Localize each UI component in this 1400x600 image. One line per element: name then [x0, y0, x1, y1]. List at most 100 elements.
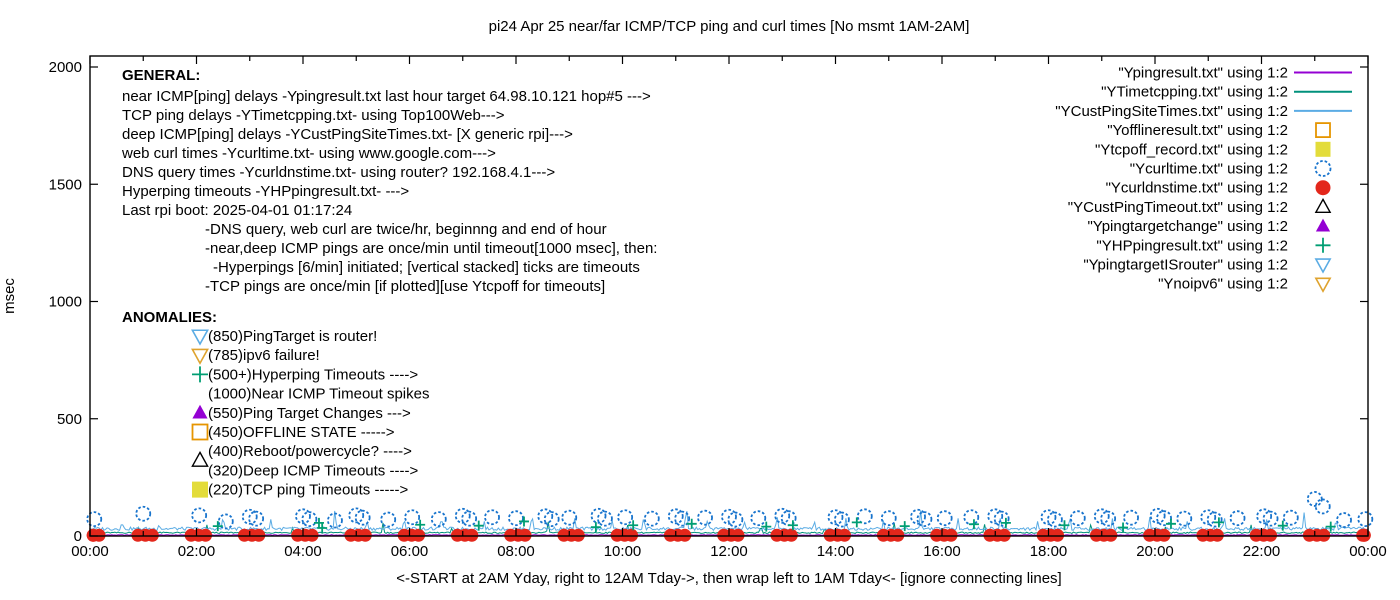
legend-label: "Ycurltime.txt" using 1:2: [1130, 161, 1288, 178]
series-marker-Ycurltime.txt: [1282, 509, 1299, 526]
series-marker-Ycurldnstime.txt: [784, 528, 798, 542]
general-line: -DNS query, web curl are twice/hr, begin…: [205, 221, 607, 238]
data-series-layer: [86, 491, 1374, 542]
series-marker-Ycurldnstime.txt: [997, 528, 1011, 542]
x-tick-label: 00:00: [71, 543, 109, 560]
series-marker-YHPpingresult.txt: [1277, 520, 1288, 531]
series-marker-Ycurldnstime.txt: [412, 528, 426, 542]
series-marker-Ycurltime.txt: [697, 509, 713, 526]
series-marker-Ycurltime.txt: [135, 505, 152, 522]
series-marker-YHPpingresult.txt: [787, 520, 798, 531]
legend-marker-plus: [1315, 237, 1331, 253]
series-marker-YHPpingresult.txt: [518, 516, 529, 527]
series-marker-Ycurltime.txt: [674, 510, 691, 527]
series-marker-Ycurltime.txt: [987, 508, 1004, 525]
anomaly-marker-open-triangle-down: [191, 329, 209, 346]
legend-label: "YpingtargetISrouter" using 1:2: [1083, 257, 1288, 274]
legend-marker-filled-square: [1315, 141, 1331, 157]
axes-layer: 00:00 02:00 04:00 06:00 08:00 10:00 12:00 14:00…: [49, 56, 1387, 560]
series-marker-Ycurltime.txt: [597, 510, 613, 527]
plot-border: [89, 55, 1369, 537]
anomaly-line: (1000)Near ICMP Timeout spikes: [208, 386, 429, 403]
series-marker-Ycurldnstime.txt: [1104, 528, 1118, 542]
series-marker-Ycurltime.txt: [1336, 512, 1352, 528]
legend-marker-open-square: [1315, 122, 1331, 138]
series-marker-Ycurltime.txt: [86, 511, 103, 528]
series-marker-Ycurltime.txt: [354, 509, 371, 526]
series-marker-Ycurldnstime.txt: [358, 528, 372, 542]
legend-label: "YCustPingSiteTimes.txt" using 1:2: [1055, 103, 1288, 120]
general-line: DNS query times -Ycurldnstime.txt- using…: [122, 164, 555, 181]
series-marker-Ycurltime.txt: [537, 508, 554, 525]
x-tick-label: 14:00: [817, 543, 855, 560]
anomaly-marker-plus: [192, 366, 208, 383]
x-tick-label: 22:00: [1243, 543, 1281, 560]
legend-label: "Ypingresult.txt" using 1:2: [1118, 65, 1288, 82]
series-marker-Ycurltime.txt: [1357, 511, 1374, 528]
series-marker-Ycurltime.txt: [643, 510, 660, 527]
series-marker-Ycurltime.txt: [1314, 498, 1331, 515]
series-marker-Ycurldnstime.txt: [731, 528, 745, 542]
chart-title: pi24 Apr 25 near/far ICMP/TCP ping and c…: [489, 18, 970, 35]
series-marker-Ycurldnstime.txt: [891, 528, 905, 542]
series-marker-Ycurltime.txt: [543, 511, 560, 528]
x-tick-label: 02:00: [178, 543, 216, 560]
x-tick-label: 18:00: [1030, 543, 1068, 560]
series-marker-Ycurltime.txt: [430, 511, 447, 528]
series-marker-Ycurldnstime.txt: [1157, 528, 1171, 542]
series-marker-YHPpingresult.txt: [1213, 517, 1224, 528]
legend-label: "Ytcpoff_record.txt" using 1:2: [1095, 141, 1288, 158]
legend-marker-open-triangle-up: [1314, 197, 1332, 213]
series-marker-Ycurldnstime.txt: [1051, 528, 1065, 542]
series-marker-Ycurltime.txt: [295, 508, 311, 525]
series-marker-YHPpingresult.txt: [313, 517, 324, 528]
series-marker-Ycurltime.txt: [1306, 491, 1323, 507]
x-tick-label: 20:00: [1136, 543, 1174, 560]
y-tick-label: 1000: [49, 294, 82, 311]
series-marker-Ycurltime.txt: [1229, 510, 1246, 527]
series-marker-Ycurltime.txt: [327, 512, 343, 529]
series-marker-YHPpingresult.txt: [212, 521, 223, 532]
series-marker-Ycurltime.txt: [461, 510, 478, 527]
legend-marker-open-circle: [1314, 160, 1332, 177]
series-marker-Ycurltime.txt: [1200, 509, 1217, 526]
series-marker-Ycurldnstime.txt: [465, 528, 479, 542]
series-marker-Ycurltime.txt: [1100, 510, 1117, 527]
legend: "Ypingresult.txt" using 1:2 "YTimetcpping…: [1055, 65, 1352, 293]
series-marker-Ycurltime.txt: [1149, 507, 1166, 524]
series-marker-Ycurldnstime.txt: [145, 528, 159, 542]
series-marker-Ycurltime.txt: [380, 511, 397, 528]
series-marker-Ycurltime.txt: [750, 510, 767, 527]
series-marker-YHPpingresult.txt: [1059, 520, 1070, 531]
series-marker-Ycurldnstime.txt: [1264, 528, 1278, 542]
series-marker-Ycurltime.txt: [993, 510, 1010, 527]
series-marker-Ycurltime.txt: [727, 511, 744, 528]
series-marker-Ycurltime.txt: [561, 509, 578, 526]
series-marker-YHPpingresult.txt: [1118, 522, 1129, 533]
series-marker-YHPpingresult.txt: [968, 519, 979, 530]
x-axis-caption: <-START at 2AM Yday, right to 12AM Tday-…: [396, 570, 1061, 587]
series-line-YCustPingSiteTimes.txt: [89, 510, 1369, 532]
anomalies-heading: ANOMALIES:: [122, 309, 217, 326]
series-marker-Ycurltime.txt: [856, 508, 873, 525]
x-tick-label: 12:00: [710, 543, 748, 560]
legend-label: "Yofflineresult.txt" using 1:2: [1107, 122, 1288, 139]
series-marker-YHPpingresult.txt: [851, 517, 862, 528]
x-tick-label: 04:00: [284, 543, 322, 560]
anomaly-marker-filled-triangle-up: [192, 404, 208, 419]
series-marker-Ycurltime.txt: [667, 508, 684, 525]
legend-marker-filled-triangle-up: [1315, 218, 1331, 232]
series-marker-Ycurltime.txt: [1156, 510, 1172, 527]
anomaly-line: (320)Deep ICMP Timeouts ---->: [208, 462, 418, 479]
y-tick-label: 2000: [49, 59, 82, 76]
series-marker-Ycurltime.txt: [936, 510, 953, 527]
general-line: Hyperping timeouts -YHPpingresult.txt- -…: [122, 183, 409, 200]
series-marker-YHPpingresult.txt: [590, 522, 601, 533]
series-marker-YHPpingresult.txt: [686, 518, 697, 529]
series-marker-Ycurltime.txt: [617, 509, 634, 526]
series-marker-Ycurltime.txt: [301, 511, 318, 528]
y-tick-label: 500: [57, 411, 82, 428]
anomaly-marker-open-triangle-up: [191, 450, 209, 467]
